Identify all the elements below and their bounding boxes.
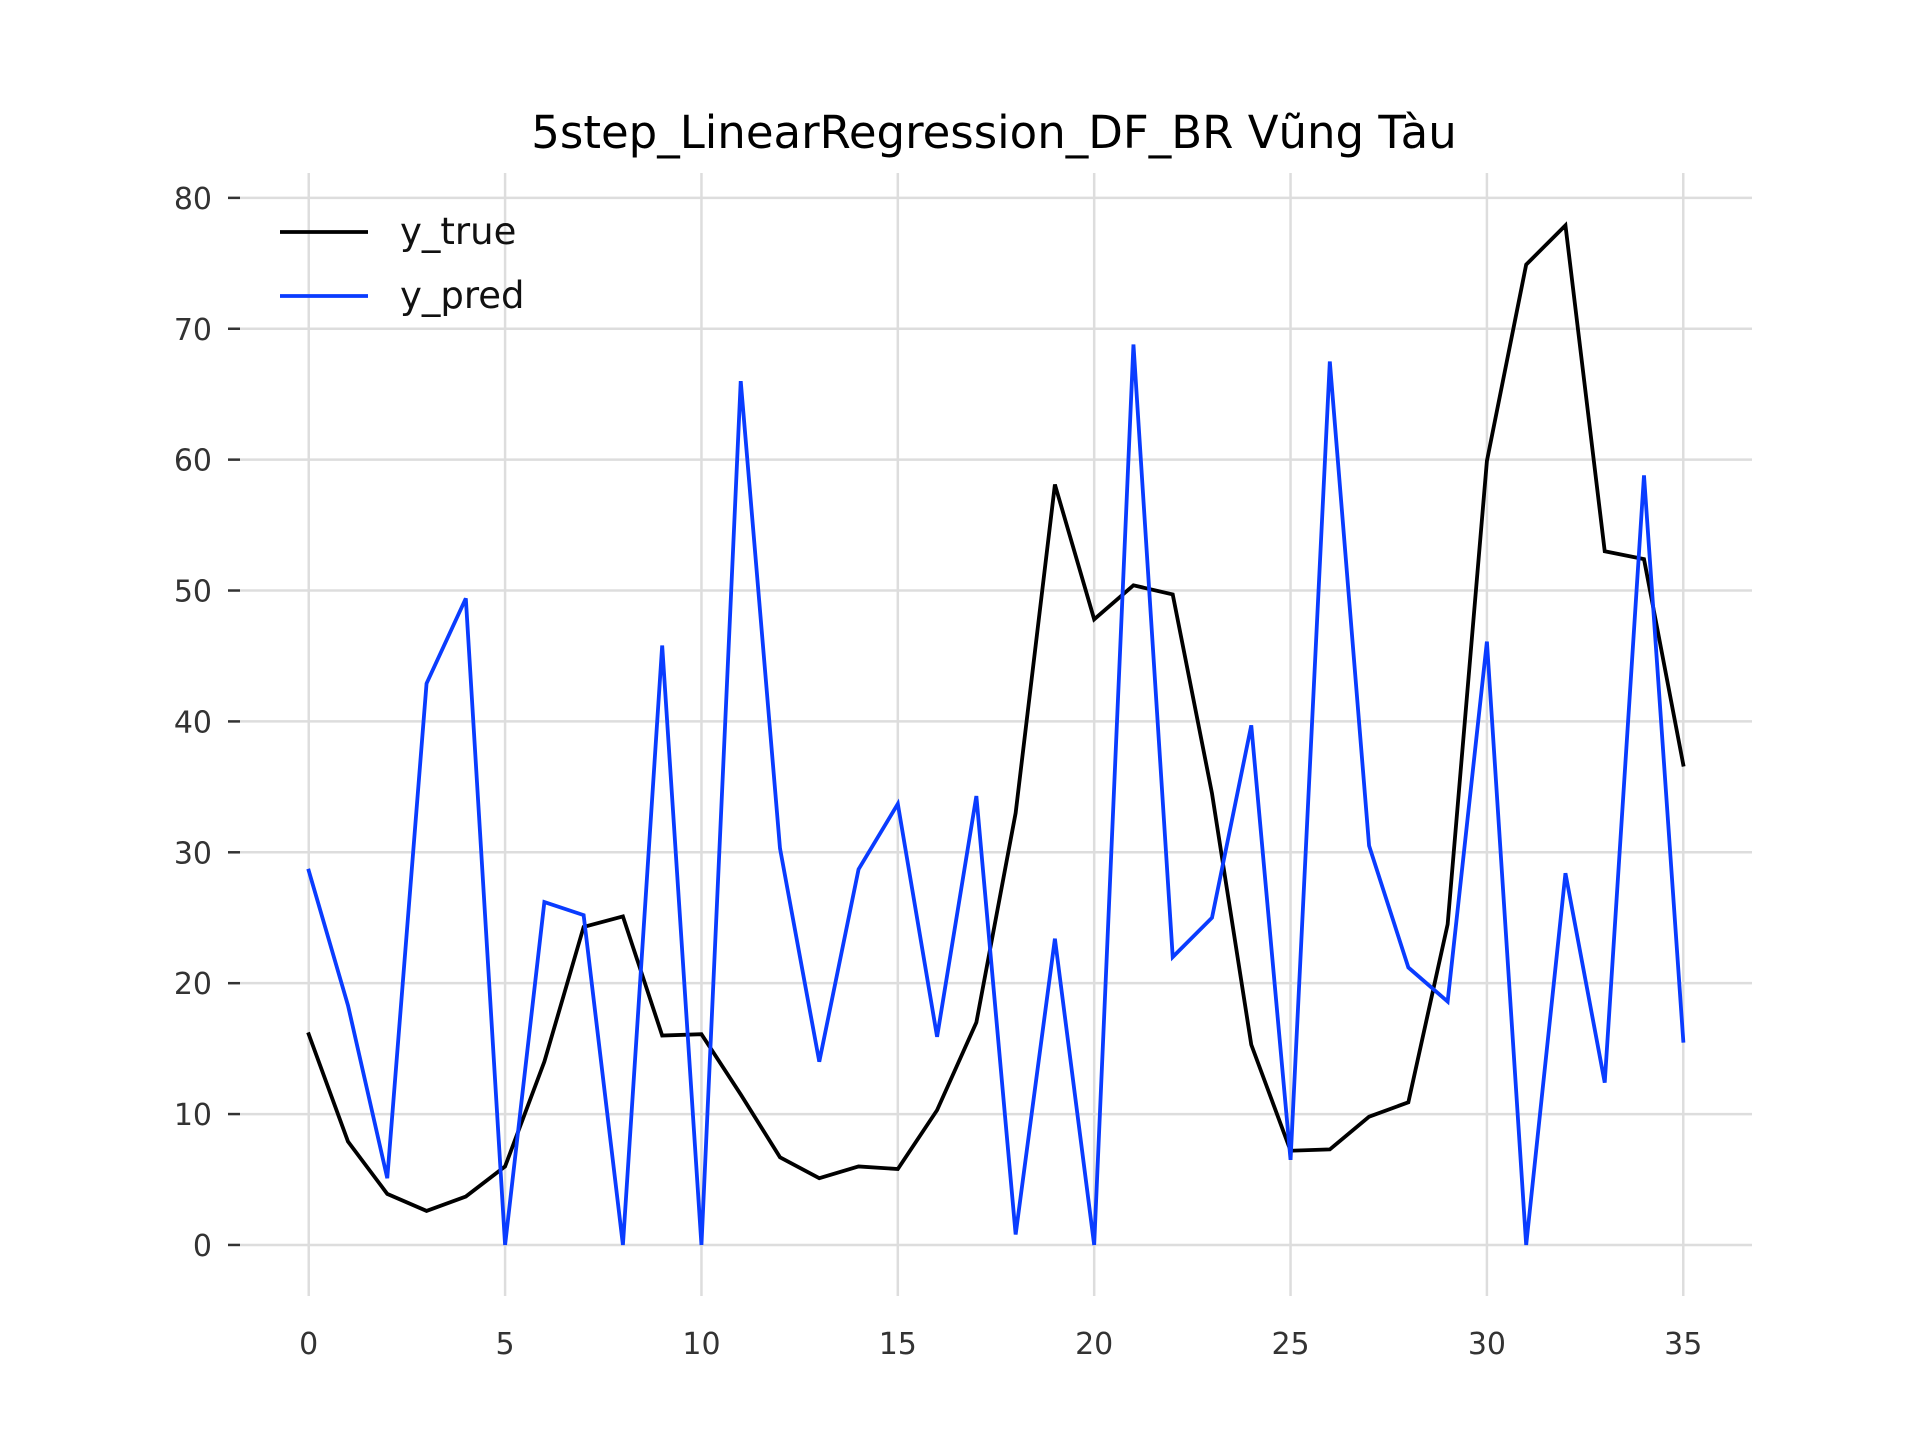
y-tick-label: 20 xyxy=(174,967,212,1002)
y-tick-label: 60 xyxy=(174,444,212,479)
legend-label-y_true: y_true xyxy=(400,210,516,253)
series-line-y_true xyxy=(306,221,1686,1213)
series-line-y_pred xyxy=(306,344,1686,1246)
y-tick-label: 10 xyxy=(174,1098,212,1133)
axes: 0 10 20 30 40 50 60 70 80 0 5 10 15 20 25 30 35 xyxy=(174,182,1703,1362)
chart-title: 5step_LinearRegression_DF_BR Vũng Tàu xyxy=(531,106,1456,159)
x-tick-label: 20 xyxy=(1075,1327,1113,1362)
series xyxy=(306,221,1686,1246)
y-tick-label: 40 xyxy=(174,705,212,740)
y-tick-label: 50 xyxy=(174,575,212,610)
x-tick-label: 25 xyxy=(1271,1327,1309,1362)
grid xyxy=(240,173,1752,1296)
x-tick-label: 5 xyxy=(496,1327,515,1362)
legend: y_true y_pred xyxy=(280,210,525,317)
x-tick-label: 10 xyxy=(682,1327,720,1362)
x-tick-label: 15 xyxy=(879,1327,917,1362)
x-tick-label: 35 xyxy=(1664,1327,1702,1362)
x-tick-label: 0 xyxy=(299,1327,318,1362)
y-tick-label: 30 xyxy=(174,836,212,871)
x-tick-label: 30 xyxy=(1468,1327,1506,1362)
y-tick-label: 70 xyxy=(174,313,212,348)
legend-label-y_pred: y_pred xyxy=(400,274,525,317)
y-tick-label: 80 xyxy=(174,182,212,217)
y-tick-label: 0 xyxy=(193,1229,212,1264)
